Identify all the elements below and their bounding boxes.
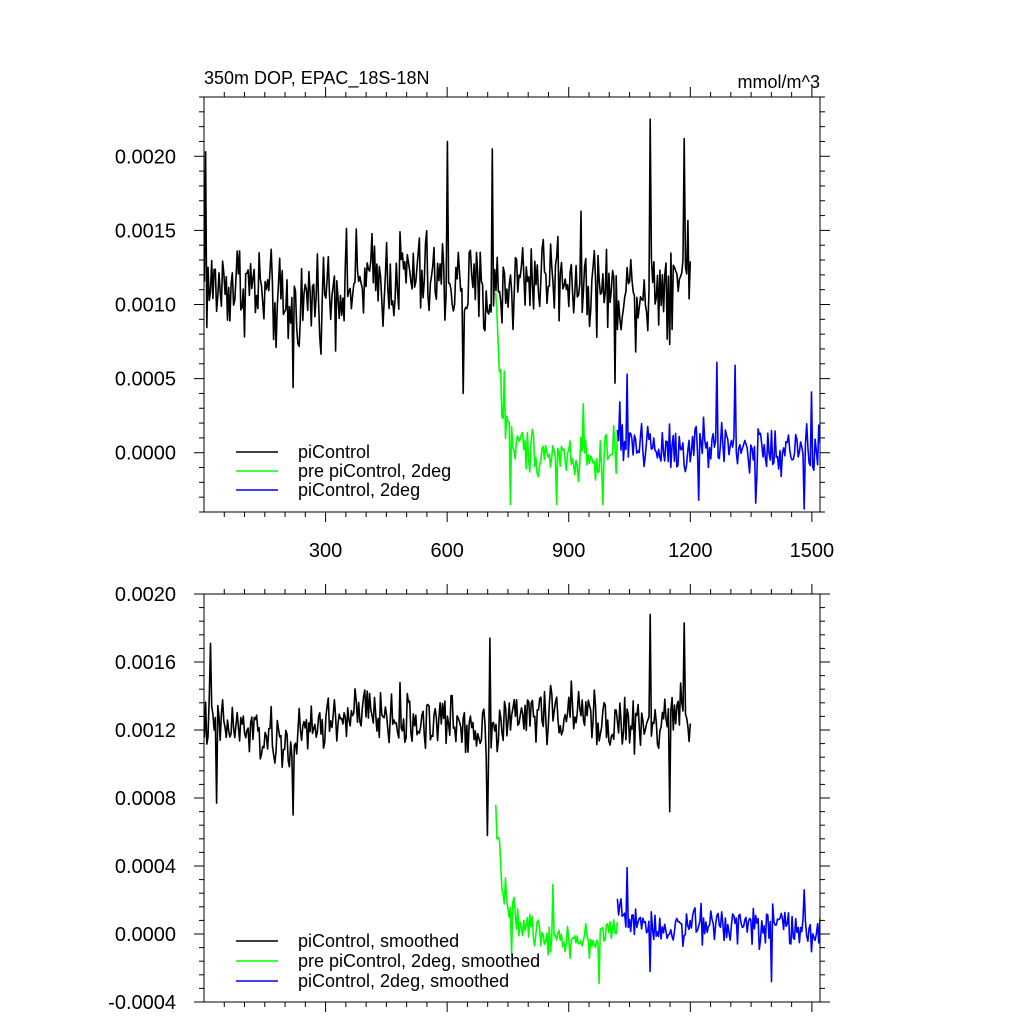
legend-label: pre piControl, 2deg, smoothed — [298, 951, 540, 971]
chart-title: 350m DOP, EPAC_18S-18N — [204, 68, 429, 89]
series-group — [204, 613, 820, 985]
series-line-3 — [616, 361, 820, 510]
legend-label: piControl — [298, 442, 370, 462]
y-tick-label: 0.0012 — [115, 720, 176, 742]
y-tick-label: 0.0010 — [115, 295, 176, 317]
y-tick-label: 0.0020 — [115, 584, 176, 606]
top-panel: 300 600 900 1200 1500 0.0000 0.0005 0.0010 0.001… — [115, 87, 834, 562]
x-tick-label: 900 — [552, 540, 585, 562]
y-tick-label: 0.0016 — [115, 652, 176, 674]
legend-label: piControl, 2deg, smoothed — [298, 971, 509, 991]
legend-label: piControl, 2deg — [298, 480, 420, 500]
y-tick-label: 0.0000 — [115, 443, 176, 465]
y-tick-label: 0.0004 — [115, 856, 176, 878]
series-line-1 — [204, 118, 692, 395]
series-line-3 — [616, 866, 820, 983]
series-line-2 — [495, 804, 619, 985]
x-tick-label: 300 — [309, 540, 342, 562]
x-tick-label: 600 — [430, 540, 463, 562]
y-tick-label: 0.0000 — [115, 924, 176, 946]
units-label: mmol/m^3 — [738, 72, 820, 92]
bottom-panel: -0.0004 0.0000 0.0004 0.0008 0.0012 0.0016 0.0… — [108, 584, 830, 1014]
y-tick-label: 0.0008 — [115, 788, 176, 810]
y-tick-label: 0.0005 — [115, 369, 176, 391]
x-tick-label: 1200 — [668, 540, 713, 562]
y-tick-label: 0.0020 — [115, 146, 176, 168]
series-group — [204, 118, 820, 510]
y-tick-label: -0.0004 — [108, 992, 176, 1014]
series-line-2 — [495, 292, 619, 506]
legend-label: pre piControl, 2deg — [298, 461, 451, 481]
legend-label: piControl, smoothed — [298, 931, 459, 951]
x-tick-label: 1500 — [790, 540, 835, 562]
y-tick-label: 0.0015 — [115, 220, 176, 242]
series-line-1 — [204, 613, 692, 837]
